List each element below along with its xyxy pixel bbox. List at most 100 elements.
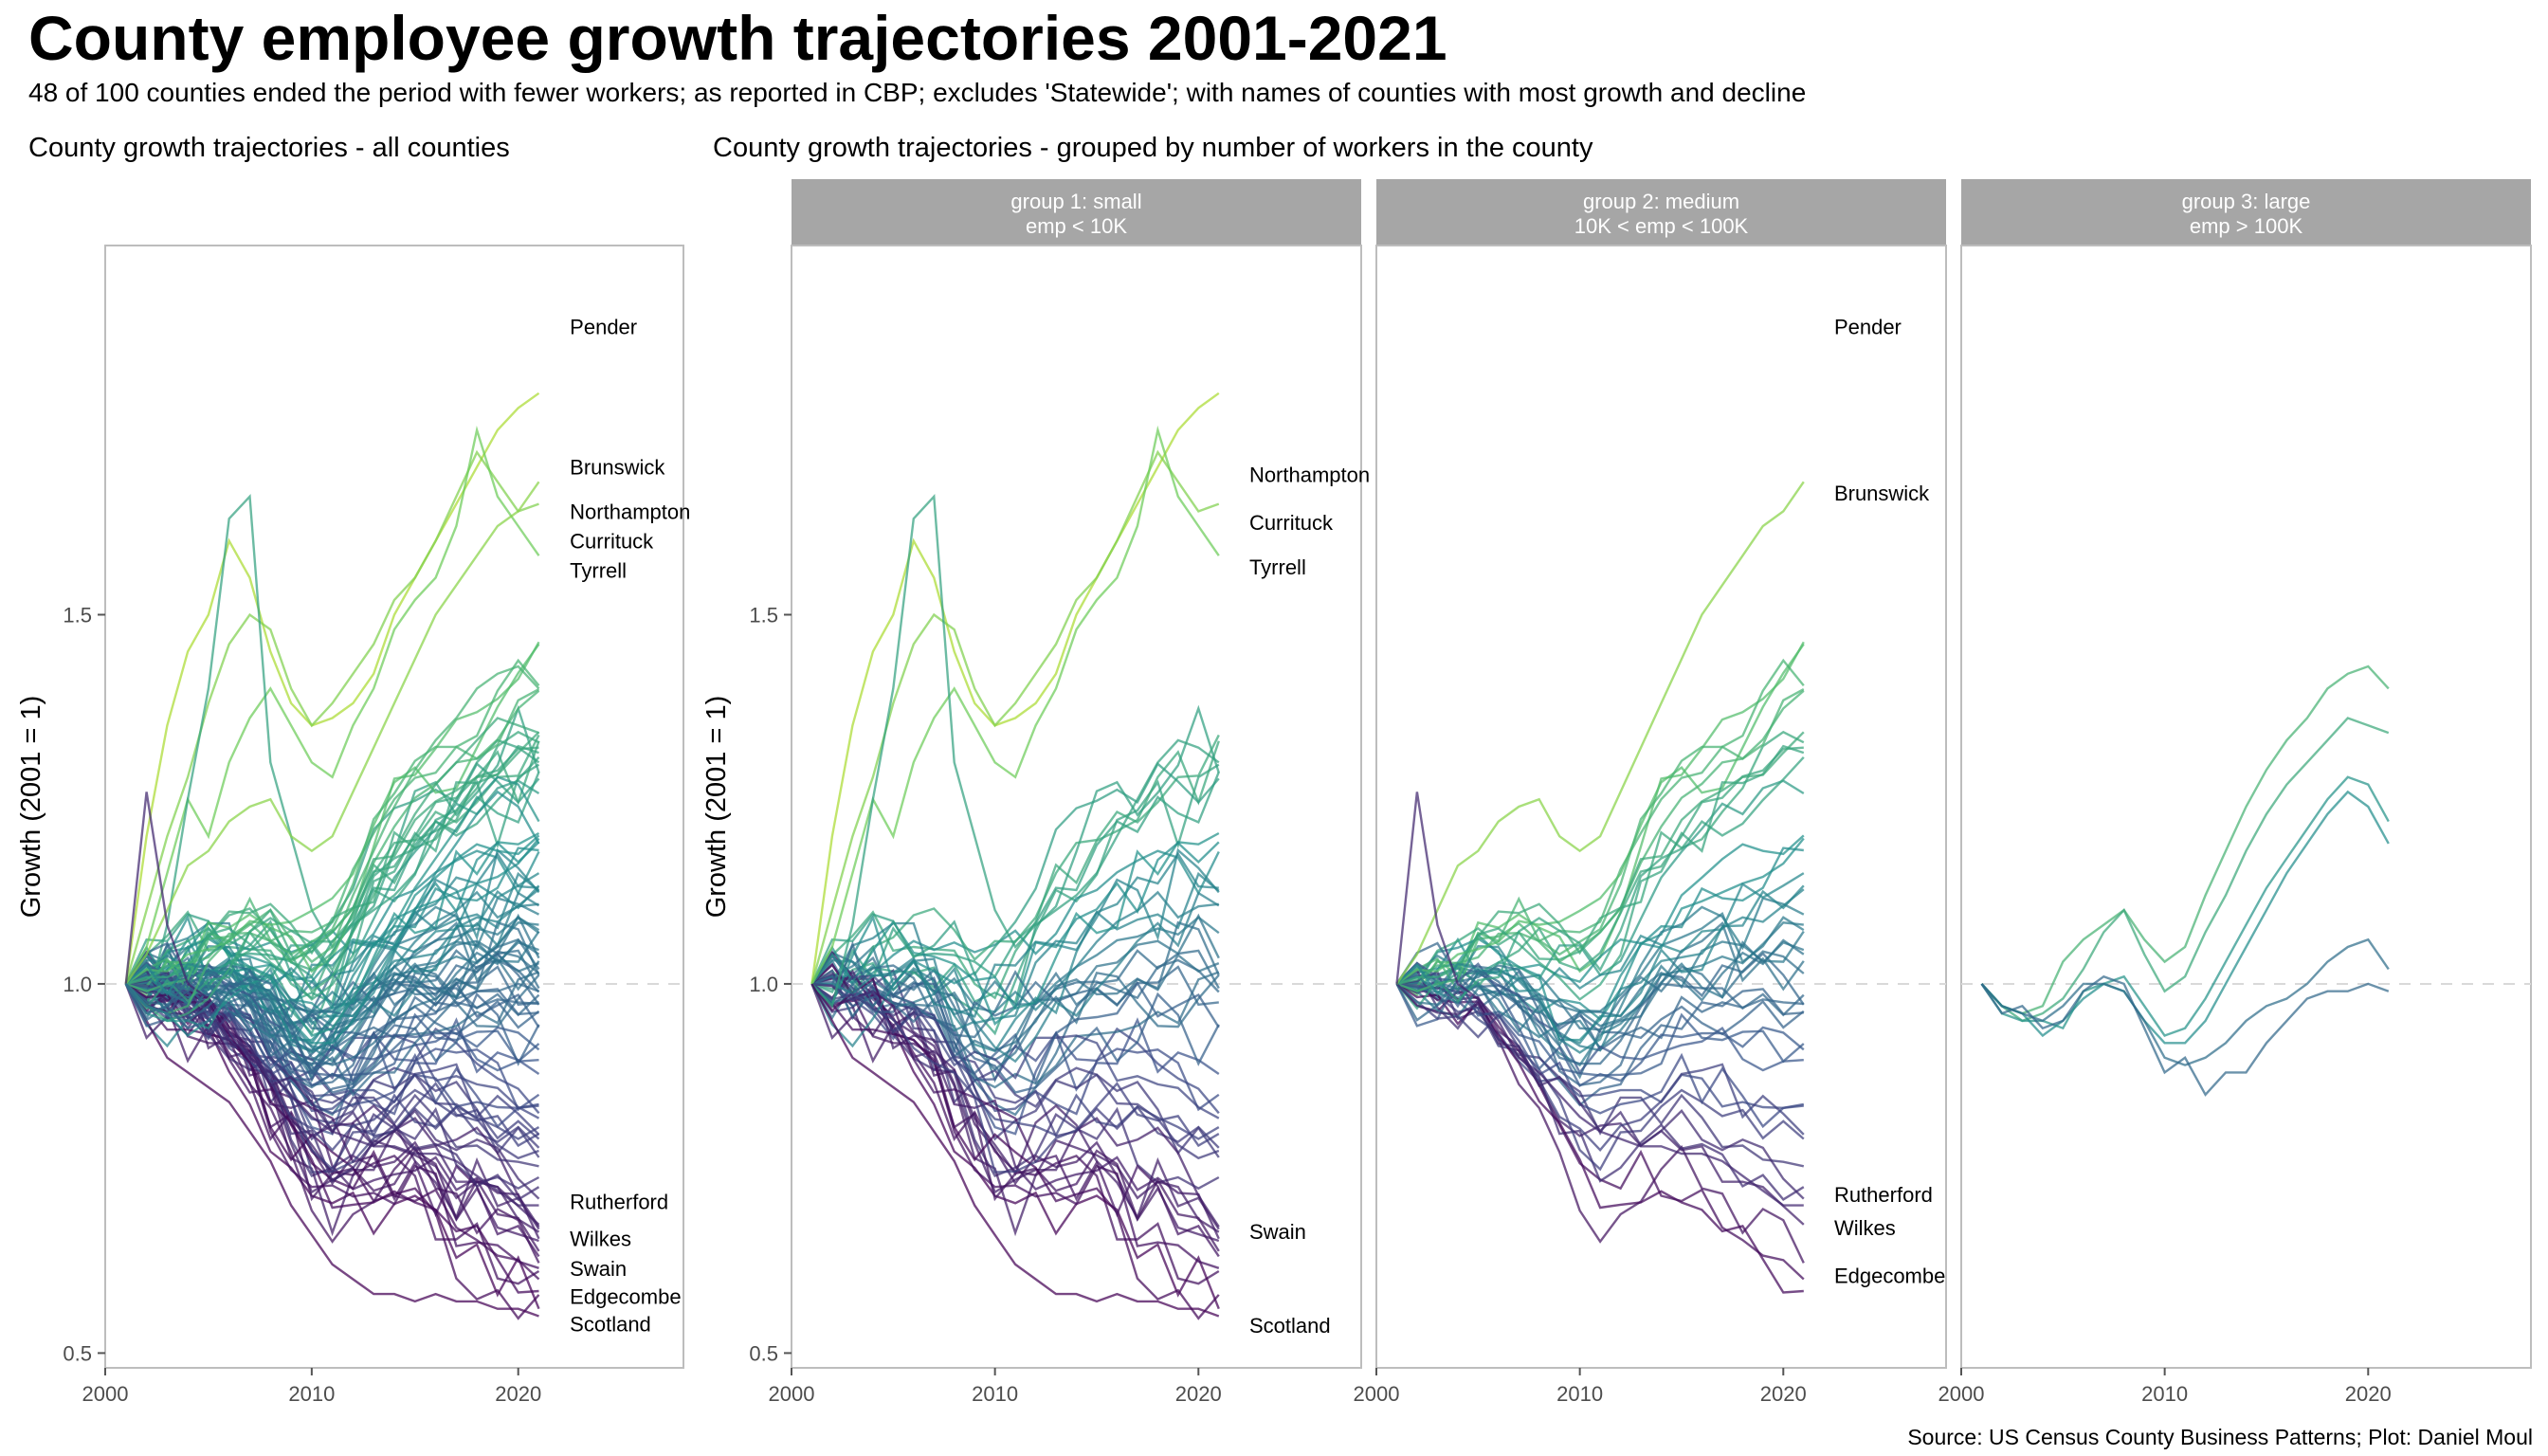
series-line	[810, 983, 1220, 1269]
x-tick-label: 2000	[82, 1382, 129, 1406]
strip-group2	[1376, 179, 1946, 246]
county-label: Brunswick	[570, 456, 665, 480]
series-line	[1980, 775, 2390, 1037]
series-line	[810, 983, 1220, 1310]
series-line	[125, 982, 539, 1243]
panel-frame	[1960, 245, 2532, 1369]
strip-group3	[1961, 179, 2531, 246]
strip-label: group 3: large	[2182, 190, 2311, 213]
series-line	[1395, 982, 1804, 1294]
series-line	[124, 481, 540, 985]
county-label: Tyrrell	[1249, 555, 1306, 579]
series-line	[1396, 962, 1805, 1088]
county-label: Wilkes	[1834, 1216, 1896, 1240]
y-tick-label: 1.0	[749, 973, 778, 996]
series-line	[1980, 717, 2390, 1023]
county-label: Scotland	[1249, 1314, 1331, 1338]
county-label: Pender	[570, 316, 637, 339]
county-label: Rutherford	[570, 1191, 668, 1214]
series-line	[125, 658, 540, 992]
panel-frame	[104, 245, 684, 1369]
county-label: Wilkes	[570, 1228, 631, 1251]
series-line	[124, 921, 540, 1031]
series-line	[1395, 792, 1804, 1207]
county-label: Northampton	[570, 500, 690, 523]
series-line	[124, 937, 540, 1066]
series-line	[810, 983, 1220, 1258]
series-line	[810, 983, 1220, 1237]
series-line	[1980, 664, 2390, 1015]
x-tick-label: 2000	[1938, 1382, 1985, 1406]
series-line	[1395, 872, 1805, 997]
right-panel-title: County growth trajectories - grouped by …	[713, 133, 1593, 163]
county-label: Swain	[1249, 1220, 1306, 1244]
series-line	[810, 983, 1220, 1318]
series-line	[124, 983, 539, 1318]
series-line	[1395, 921, 1805, 1031]
series-line	[1395, 982, 1805, 1172]
series-line	[1980, 974, 2390, 1097]
series-line	[124, 717, 539, 1023]
county-label: Edgecombe	[1834, 1265, 1945, 1288]
x-tick-label: 2020	[1175, 1382, 1222, 1406]
x-tick-label: 2010	[972, 1382, 1018, 1406]
series-line	[810, 841, 1220, 1026]
series-line	[124, 974, 539, 1097]
series-line	[1396, 731, 1805, 986]
series-line	[810, 974, 1220, 1119]
x-tick-label: 2010	[1556, 1382, 1603, 1406]
county-label: Swain	[570, 1257, 627, 1281]
series-line	[124, 775, 540, 1037]
x-tick-label: 2020	[2345, 1382, 2392, 1406]
series-line	[811, 982, 1220, 1174]
series-line	[810, 740, 1220, 1000]
series-line	[125, 969, 540, 1201]
series-line	[125, 982, 540, 1174]
strip-group1	[792, 179, 1361, 246]
series-line	[1395, 755, 1805, 1010]
series-line	[125, 982, 539, 1129]
page-subtitle: 48 of 100 counties ended the period with…	[28, 78, 1807, 107]
series-line	[124, 968, 540, 1065]
left-panel-title: County growth trajectories - all countie…	[28, 133, 510, 163]
source-caption: Source: US Census County Business Patter…	[1907, 1425, 2533, 1449]
series-line	[811, 982, 1220, 1243]
series-line	[1980, 790, 2390, 1045]
series-line	[124, 755, 540, 1010]
county-label: Edgecombe	[570, 1284, 681, 1308]
series-line	[810, 955, 1220, 1136]
x-tick-label: 2020	[1760, 1382, 1807, 1406]
series-line	[810, 953, 1220, 1059]
series-line	[125, 731, 540, 986]
series-line	[811, 847, 1220, 1018]
x-tick-label: 2000	[769, 1382, 815, 1406]
county-label: Rutherford	[1834, 1183, 1933, 1207]
series-line	[1396, 982, 1805, 1264]
y-tick-label: 1.5	[749, 603, 778, 627]
panel-frame	[1375, 245, 1947, 1369]
y-tick-label: 1.0	[63, 973, 92, 996]
series-line	[1395, 643, 1805, 985]
county-label: Tyrrell	[570, 559, 627, 583]
series-line	[810, 493, 1220, 1009]
y-tick-label: 0.5	[63, 1341, 92, 1365]
series-line	[810, 851, 1219, 1053]
panel-frame	[791, 245, 1362, 1369]
series-line	[1396, 982, 1805, 1129]
county-label: Pender	[1834, 316, 1902, 339]
y-tick-label: 1.5	[63, 603, 92, 627]
series-line	[125, 643, 540, 985]
series-line	[1396, 658, 1805, 992]
strip-label: group 2: medium	[1583, 190, 1739, 213]
series-line	[125, 982, 540, 1264]
county-label: Scotland	[570, 1312, 651, 1336]
series-line	[125, 962, 540, 1088]
series-line	[124, 841, 540, 1026]
series-line	[810, 734, 1220, 996]
strip-label: group 1: small	[1010, 190, 1141, 213]
series-line	[1396, 834, 1805, 993]
series-line	[811, 974, 1220, 1116]
series-line	[810, 391, 1220, 985]
